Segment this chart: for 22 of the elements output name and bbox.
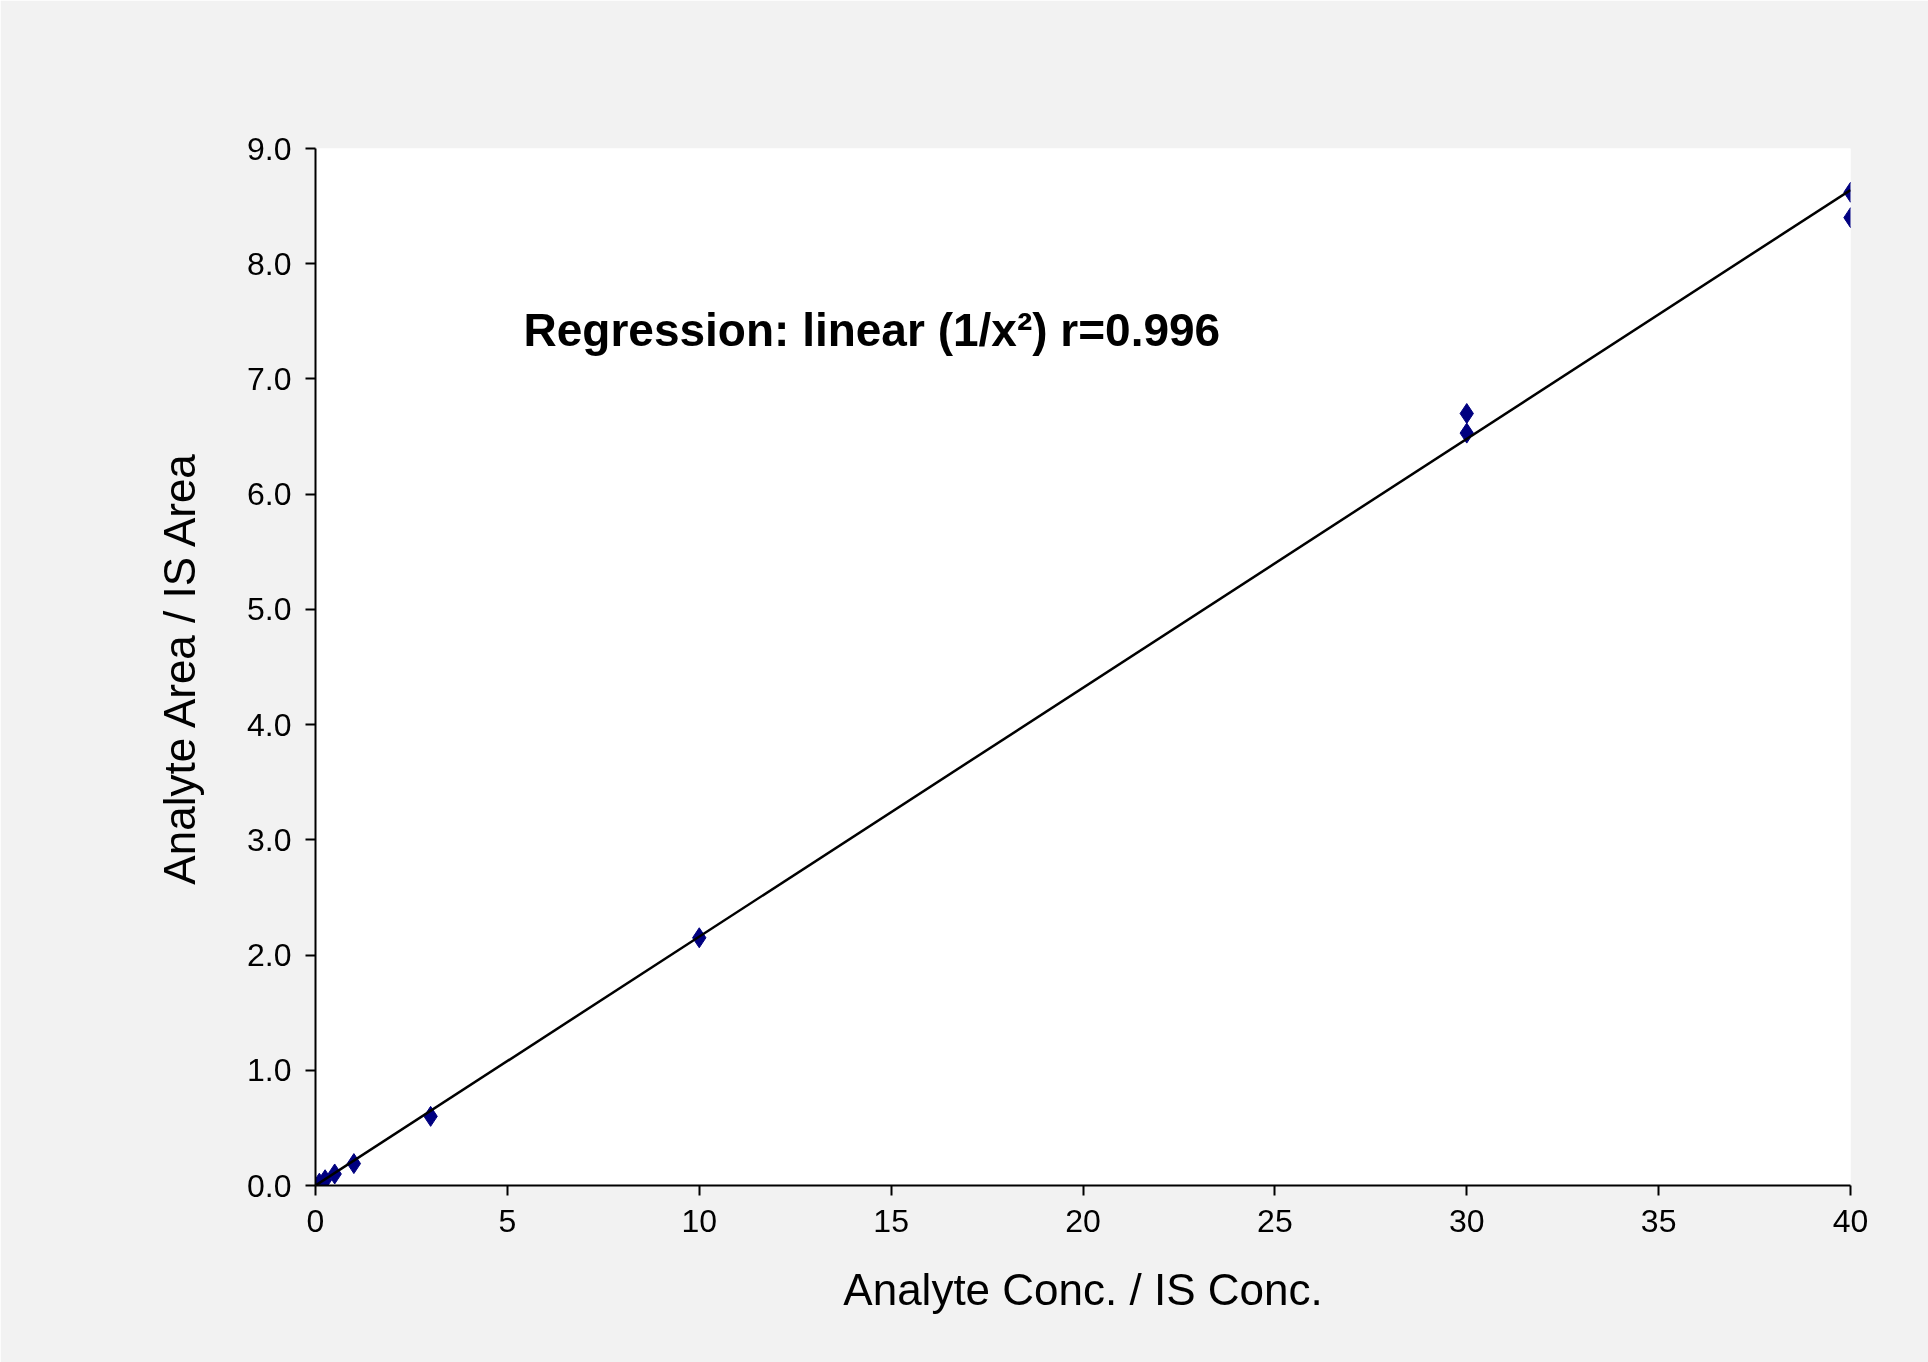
- x-tick-label: 40: [1832, 1202, 1869, 1239]
- x-tick-label: 15: [873, 1202, 909, 1239]
- y-tick-label: 3.0: [247, 821, 292, 858]
- y-tick-label: 2.0: [247, 937, 292, 974]
- y-axis-title: Analyte Area / IS Area: [155, 453, 205, 885]
- x-tick-label: 5: [498, 1202, 517, 1239]
- y-tick-label: 8.0: [247, 245, 292, 282]
- y-tick-label: 0.0: [247, 1167, 292, 1204]
- y-tick-label: 6.0: [247, 476, 292, 513]
- y-tick-label: 9.0: [247, 130, 292, 167]
- x-tick-label: 0: [306, 1202, 325, 1239]
- x-tick-label: 35: [1640, 1202, 1677, 1239]
- y-tick-label: 1.0: [247, 1052, 292, 1089]
- x-tick-label: 20: [1065, 1202, 1101, 1239]
- x-axis-title: Analyte Conc. / IS Conc.: [843, 1264, 1323, 1314]
- annotation: Regression: linear (1/x²) r=0.996: [523, 303, 1221, 356]
- y-tick-label: 5.0: [247, 591, 292, 628]
- x-tick-label: 25: [1257, 1202, 1293, 1239]
- x-tick-label: 30: [1448, 1202, 1485, 1239]
- y-tick-label: 4.0: [247, 706, 292, 743]
- x-tick-label: 10: [681, 1202, 718, 1239]
- y-tick-label: 7.0: [247, 360, 292, 397]
